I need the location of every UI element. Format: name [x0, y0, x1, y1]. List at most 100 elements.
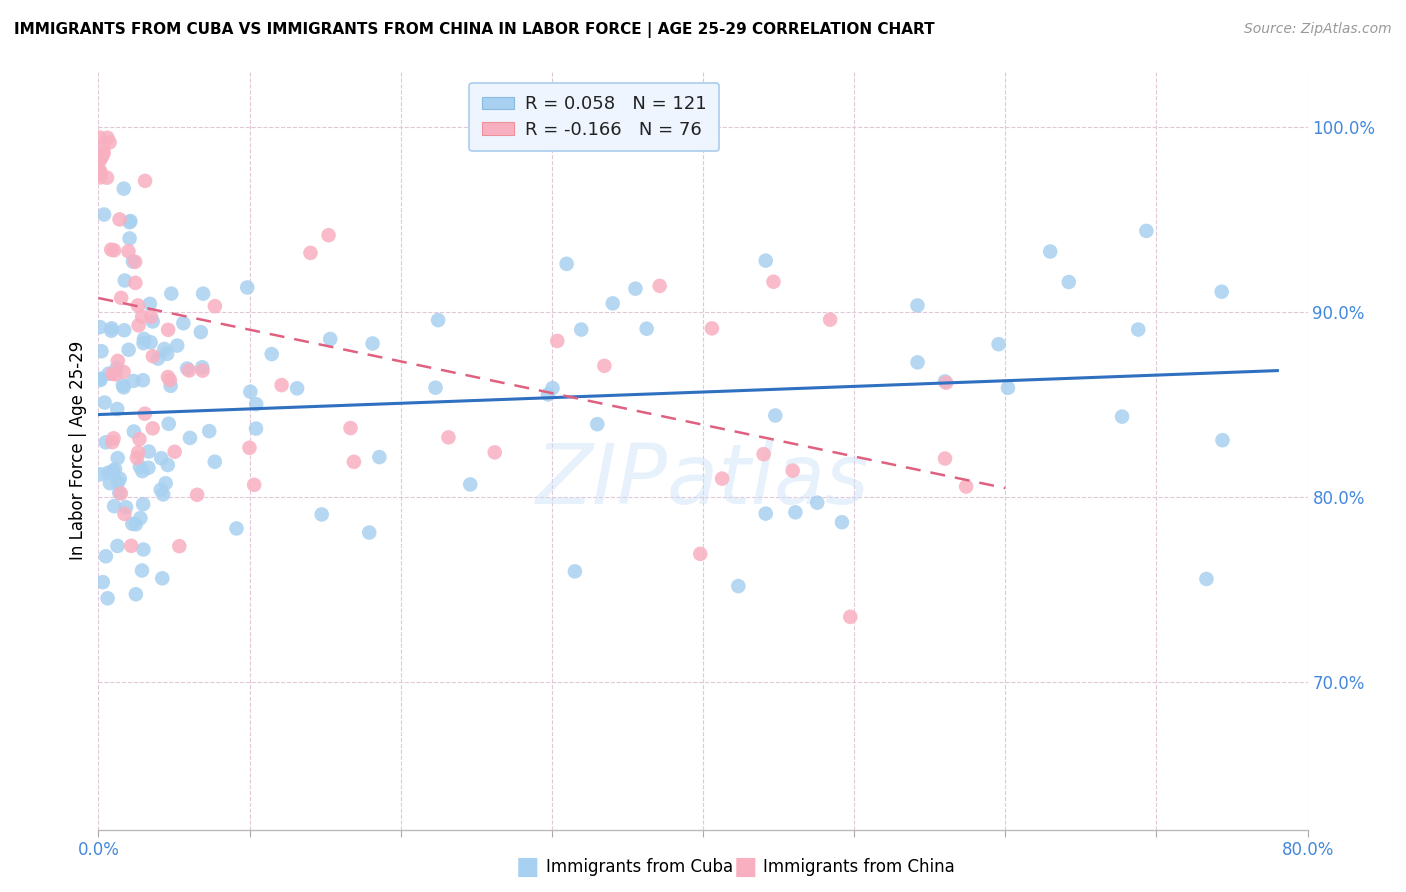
Point: [359, 525, 381, 540]
Point: [108, 485, 131, 500]
Point: [131, 564, 153, 578]
Point: [593, 359, 616, 373]
Point: [270, 378, 292, 392]
Point: [142, 349, 165, 363]
Point: [225, 521, 247, 535]
Point: [107, 539, 129, 553]
Point: [179, 431, 201, 445]
Point: [299, 246, 322, 260]
Point: [132, 332, 155, 346]
Point: [541, 381, 564, 395]
Point: [103, 499, 125, 513]
Point: [118, 215, 141, 229]
Point: [97, 466, 120, 480]
Point: [97, 591, 120, 606]
Point: [139, 310, 162, 324]
Text: Source: ZipAtlas.com: Source: ZipAtlas.com: [1244, 22, 1392, 37]
Point: [89, 153, 111, 168]
Point: [117, 244, 139, 259]
Point: [132, 542, 155, 557]
Point: [166, 338, 188, 352]
Point: [91, 147, 114, 161]
Point: [125, 450, 148, 465]
Point: [987, 337, 1010, 351]
Point: [146, 351, 169, 366]
Text: Immigrants from China: Immigrants from China: [763, 858, 955, 876]
Point: [128, 432, 150, 446]
Point: [156, 458, 179, 472]
Point: [89, 467, 111, 482]
Point: [339, 421, 361, 435]
Point: [343, 455, 366, 469]
Point: [484, 445, 506, 459]
Point: [142, 314, 165, 328]
Point: [122, 254, 145, 268]
Point: [245, 397, 267, 411]
Point: [103, 244, 125, 258]
Point: [104, 462, 127, 476]
Point: [1135, 224, 1157, 238]
Point: [93, 145, 115, 160]
Point: [93, 208, 115, 222]
Point: [93, 139, 115, 153]
Point: [198, 424, 221, 438]
Point: [159, 379, 181, 393]
Point: [955, 479, 977, 493]
Point: [90, 344, 112, 359]
Point: [100, 243, 122, 257]
Point: [89, 170, 111, 185]
Point: [546, 334, 568, 348]
Point: [785, 505, 807, 519]
Point: [112, 323, 135, 337]
Point: [96, 170, 118, 185]
Point: [602, 296, 624, 310]
Point: [89, 130, 111, 145]
Point: [839, 610, 862, 624]
Point: [191, 364, 214, 378]
Point: [236, 280, 259, 294]
Point: [1211, 285, 1233, 299]
Point: [260, 347, 283, 361]
Point: [90, 150, 112, 164]
Point: [107, 475, 129, 490]
Point: [163, 444, 186, 458]
Point: [139, 335, 162, 350]
Point: [89, 373, 111, 387]
Point: [107, 354, 129, 368]
Point: [907, 298, 929, 312]
Point: [555, 257, 578, 271]
Point: [121, 516, 143, 531]
Point: [96, 130, 118, 145]
Point: [91, 148, 114, 162]
Point: [114, 273, 136, 287]
Point: [134, 407, 156, 421]
Point: [763, 409, 786, 423]
Point: [190, 325, 212, 339]
Point: [122, 425, 145, 439]
Point: [689, 547, 711, 561]
Point: [318, 228, 340, 243]
Point: [150, 451, 173, 466]
Point: [90, 167, 112, 181]
Point: [1211, 434, 1233, 448]
Point: [114, 507, 136, 521]
Point: [1128, 322, 1150, 336]
Point: [157, 417, 180, 431]
Point: [245, 421, 267, 435]
Point: [91, 575, 114, 590]
Point: [138, 460, 160, 475]
Point: [128, 318, 150, 333]
Point: [806, 496, 828, 510]
Point: [129, 511, 152, 525]
Point: [186, 488, 208, 502]
Y-axis label: In Labor Force | Age 25-29: In Labor Force | Age 25-29: [69, 341, 87, 560]
Point: [125, 587, 148, 601]
Point: [134, 174, 156, 188]
Point: [89, 152, 111, 166]
Point: [177, 363, 200, 377]
Point: [752, 447, 775, 461]
Point: [103, 431, 125, 445]
Point: [458, 477, 481, 491]
Point: [89, 163, 111, 178]
Point: [124, 255, 146, 269]
